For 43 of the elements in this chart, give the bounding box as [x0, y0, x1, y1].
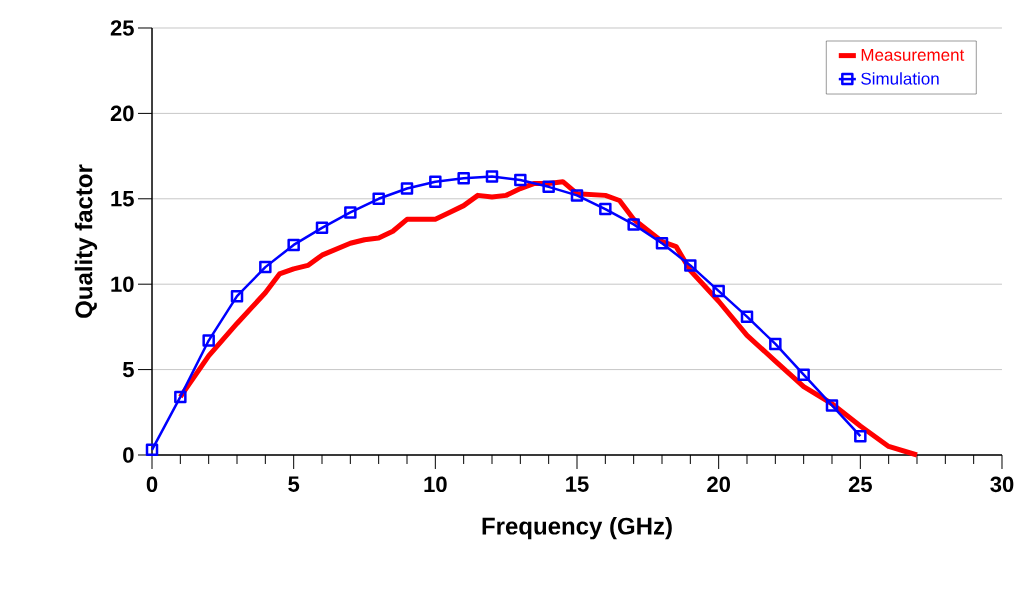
point — [599, 202, 612, 216]
point — [429, 175, 442, 188]
y-tick-label: 5 — [122, 361, 134, 378]
x-tick-label: 0 — [146, 476, 158, 493]
point — [230, 289, 244, 303]
point — [344, 206, 357, 219]
legend-label: Measurement — [861, 49, 965, 61]
y-axis-title: Quality factor — [74, 164, 98, 318]
y-tick-label: 0 — [123, 447, 134, 463]
point — [174, 390, 187, 404]
point — [542, 180, 555, 194]
y-tick-label: 10 — [111, 276, 134, 292]
x-axis-title: Frequency (GHz) — [482, 516, 672, 540]
point — [854, 429, 867, 443]
point — [315, 221, 329, 235]
x-tick-label: 20 — [707, 476, 730, 493]
point — [825, 399, 839, 412]
point — [684, 259, 697, 272]
point — [797, 368, 810, 381]
legend-label: Simulation — [861, 72, 939, 85]
x-tick-label: 5 — [288, 476, 300, 492]
x-tick-label: 25 — [848, 476, 872, 493]
point — [655, 236, 669, 250]
point — [372, 192, 385, 206]
point — [627, 218, 640, 231]
point — [514, 173, 527, 187]
point — [145, 443, 159, 457]
point — [712, 284, 725, 298]
x-tick-label: 30 — [990, 476, 1014, 493]
y-tick-label: 15 — [111, 191, 134, 207]
point — [457, 172, 470, 185]
point — [485, 170, 499, 183]
point — [740, 310, 754, 323]
point — [400, 182, 414, 195]
x-tick-label: 15 — [566, 476, 589, 492]
y-tick-label: 20 — [110, 105, 134, 122]
point — [570, 189, 584, 202]
x-tick-label: 10 — [424, 476, 447, 493]
point — [202, 334, 215, 347]
point — [769, 337, 782, 351]
point — [259, 260, 272, 274]
point — [287, 238, 300, 252]
y-tick-label: 25 — [110, 20, 134, 36]
